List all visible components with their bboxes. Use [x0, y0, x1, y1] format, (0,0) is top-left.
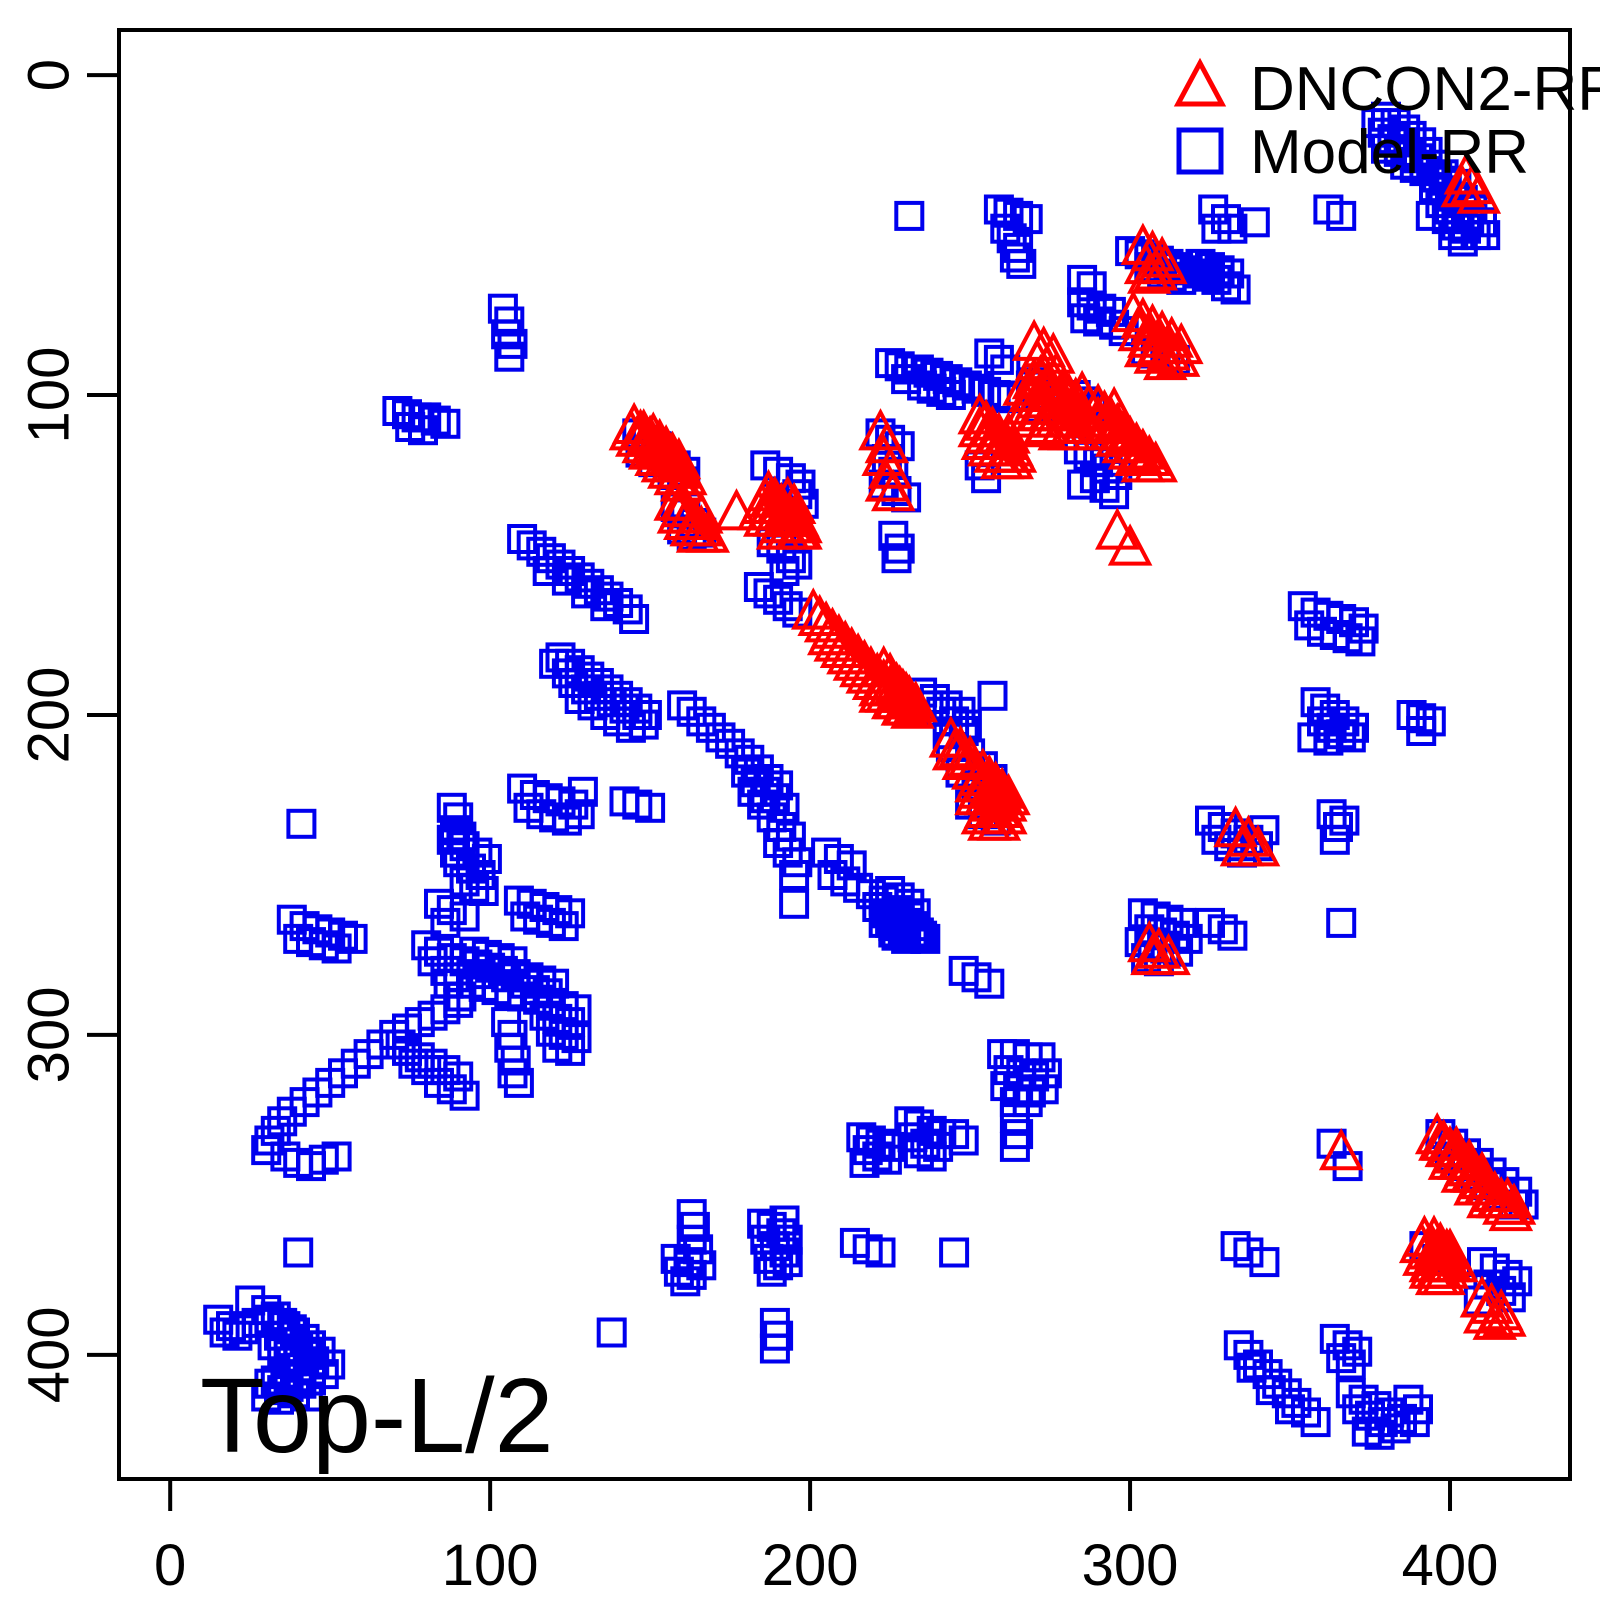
x-tick-label: 300	[1082, 1533, 1179, 1598]
series-dncon2-rr	[608, 152, 1537, 1340]
square-icon	[1176, 127, 1224, 175]
plot-annotation-top-l2: Top-L/2	[200, 1357, 554, 1475]
triangle-icon	[1173, 57, 1227, 107]
y-tick-label: 200	[16, 667, 81, 764]
y-tick-label: 400	[16, 1306, 81, 1403]
legend-label-dncon2: DNCON2-RR	[1250, 55, 1600, 124]
y-tick-label: 300	[16, 987, 81, 1084]
x-tick-label: 400	[1402, 1533, 1499, 1598]
x-tick-label: 100	[442, 1533, 539, 1598]
legend-label-model: Model-RR	[1250, 118, 1529, 187]
y-tick-label: 0	[16, 59, 81, 91]
legend: DNCON2-RR Model-RR	[1173, 55, 1600, 187]
x-axis: 0 100 200 300 400	[154, 1479, 1498, 1598]
legend-item-dncon2: DNCON2-RR	[1173, 55, 1600, 124]
x-tick-label: 200	[762, 1533, 859, 1598]
y-axis: 0 100 200 300 400	[16, 59, 119, 1403]
series-model-rr	[203, 101, 1539, 1450]
y-tick-label: 100	[16, 347, 81, 444]
legend-item-model: Model-RR	[1176, 118, 1529, 187]
x-tick-label: 0	[154, 1533, 186, 1598]
plot-border	[117, 28, 1572, 1481]
